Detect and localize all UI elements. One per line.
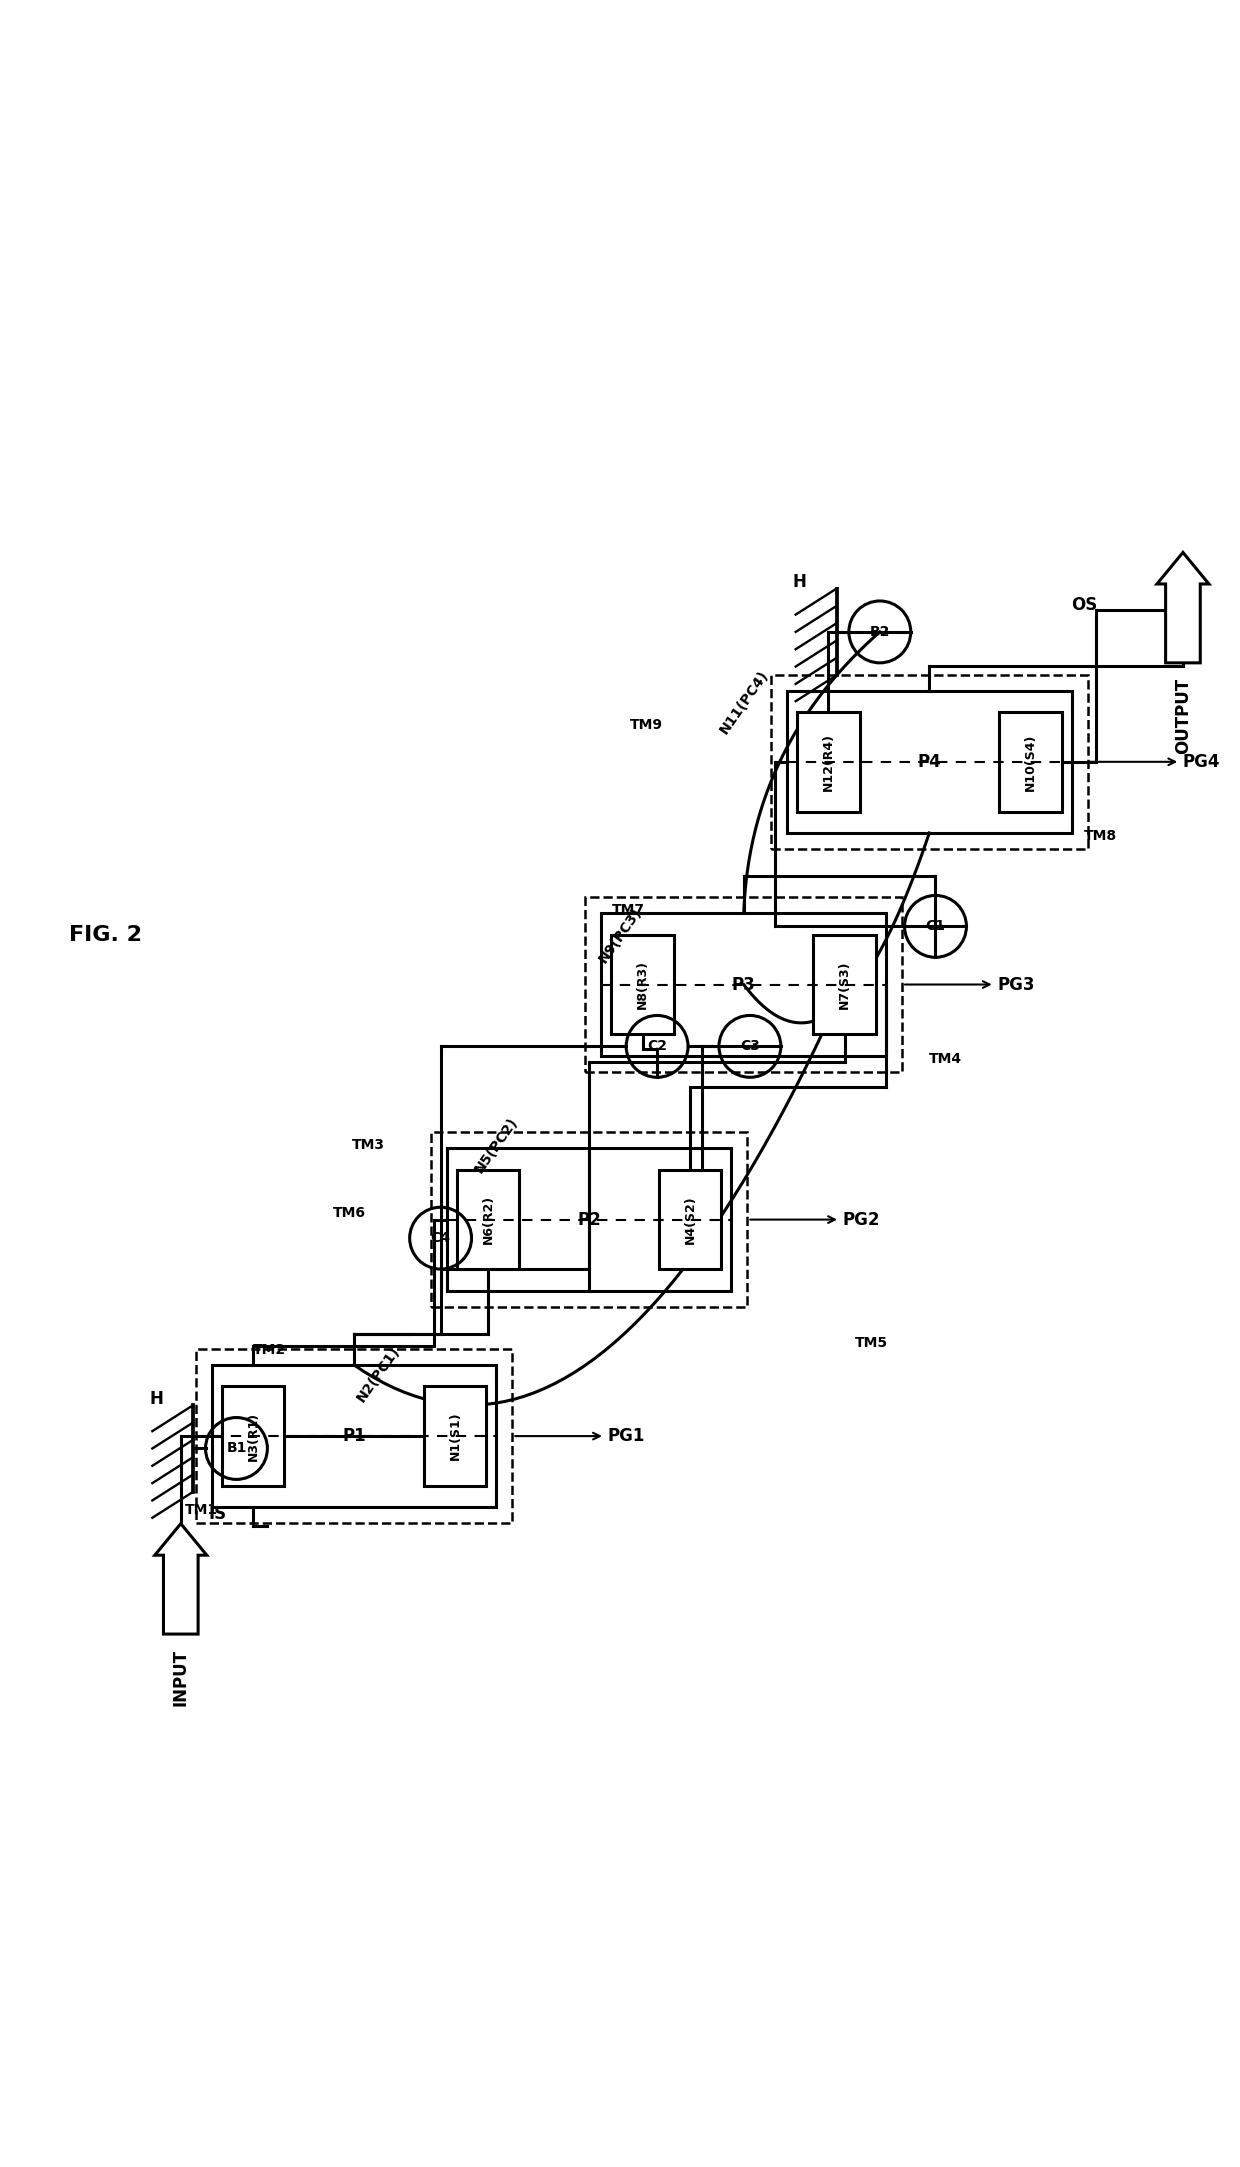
Text: N9(PC3): N9(PC3) bbox=[596, 906, 644, 964]
Text: P1: P1 bbox=[342, 1428, 366, 1445]
Text: TM9: TM9 bbox=[630, 717, 663, 732]
FancyBboxPatch shape bbox=[797, 713, 859, 813]
Text: B1: B1 bbox=[226, 1441, 247, 1456]
Text: TM4: TM4 bbox=[929, 1051, 962, 1066]
Text: N11(PC4): N11(PC4) bbox=[717, 667, 771, 737]
Text: PG1: PG1 bbox=[515, 1428, 645, 1445]
Text: PG4: PG4 bbox=[1090, 752, 1220, 771]
Text: FIG. 2: FIG. 2 bbox=[69, 925, 143, 945]
Text: B2: B2 bbox=[869, 624, 890, 639]
FancyBboxPatch shape bbox=[424, 1387, 486, 1487]
Text: C3: C3 bbox=[740, 1040, 760, 1053]
Text: TM1: TM1 bbox=[185, 1504, 218, 1517]
FancyBboxPatch shape bbox=[601, 912, 887, 1055]
Text: OS: OS bbox=[1071, 596, 1097, 613]
Text: PG3: PG3 bbox=[905, 975, 1035, 992]
Text: INPUT: INPUT bbox=[172, 1649, 190, 1705]
Text: P3: P3 bbox=[732, 975, 755, 992]
Text: N2(PC1): N2(PC1) bbox=[355, 1344, 403, 1404]
Text: P4: P4 bbox=[918, 752, 941, 771]
FancyBboxPatch shape bbox=[611, 934, 675, 1034]
Text: N10(S4): N10(S4) bbox=[1024, 732, 1037, 791]
Text: N3(R1): N3(R1) bbox=[247, 1411, 259, 1461]
FancyBboxPatch shape bbox=[999, 713, 1061, 813]
FancyBboxPatch shape bbox=[813, 934, 875, 1034]
FancyBboxPatch shape bbox=[456, 1170, 520, 1270]
Text: TM2: TM2 bbox=[253, 1344, 286, 1357]
Text: N1(S1): N1(S1) bbox=[449, 1411, 461, 1461]
Text: N4(S2): N4(S2) bbox=[683, 1196, 697, 1244]
Text: TM6: TM6 bbox=[334, 1207, 366, 1220]
Text: H: H bbox=[792, 574, 806, 592]
Text: TM7: TM7 bbox=[611, 904, 645, 917]
Text: PG2: PG2 bbox=[750, 1211, 880, 1229]
Text: H: H bbox=[149, 1389, 162, 1409]
Text: N6(R2): N6(R2) bbox=[481, 1194, 495, 1244]
FancyBboxPatch shape bbox=[222, 1387, 284, 1487]
Text: C2: C2 bbox=[647, 1040, 667, 1053]
Text: N8(R3): N8(R3) bbox=[636, 960, 650, 1010]
FancyArrow shape bbox=[155, 1523, 207, 1634]
FancyBboxPatch shape bbox=[212, 1365, 496, 1508]
Text: IS: IS bbox=[208, 1506, 227, 1523]
Text: N7(S3): N7(S3) bbox=[838, 960, 851, 1010]
Text: C1: C1 bbox=[925, 919, 945, 934]
Text: TM5: TM5 bbox=[856, 1337, 888, 1350]
Text: OUTPUT: OUTPUT bbox=[1174, 678, 1192, 754]
Text: TM8: TM8 bbox=[1084, 830, 1117, 843]
FancyBboxPatch shape bbox=[787, 691, 1071, 832]
Text: TM3: TM3 bbox=[352, 1138, 384, 1153]
FancyBboxPatch shape bbox=[446, 1149, 732, 1292]
Text: N12(R4): N12(R4) bbox=[822, 732, 835, 791]
FancyArrow shape bbox=[1157, 553, 1209, 663]
Text: P2: P2 bbox=[577, 1211, 601, 1229]
FancyBboxPatch shape bbox=[658, 1170, 722, 1270]
Text: N5(PC2): N5(PC2) bbox=[472, 1116, 521, 1177]
Text: C4: C4 bbox=[430, 1231, 450, 1246]
